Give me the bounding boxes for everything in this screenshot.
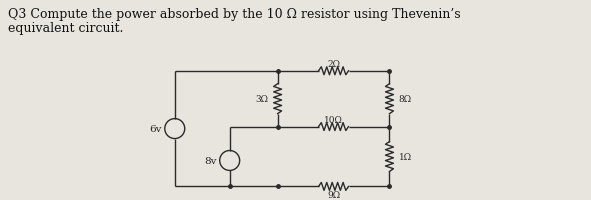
Text: 2Ω: 2Ω (327, 60, 340, 69)
Text: 1Ω: 1Ω (398, 152, 411, 161)
Text: equivalent circuit.: equivalent circuit. (8, 22, 124, 35)
Text: Q3 Compute the power absorbed by the 10 Ω resistor using Thevenin’s: Q3 Compute the power absorbed by the 10 … (8, 8, 460, 21)
Text: 8v: 8v (204, 156, 217, 165)
Text: 10Ω: 10Ω (324, 116, 343, 124)
Text: 8Ω: 8Ω (398, 95, 411, 104)
Text: 9Ω: 9Ω (327, 190, 340, 199)
Text: 3Ω: 3Ω (256, 95, 269, 104)
Text: 6v: 6v (150, 124, 162, 133)
